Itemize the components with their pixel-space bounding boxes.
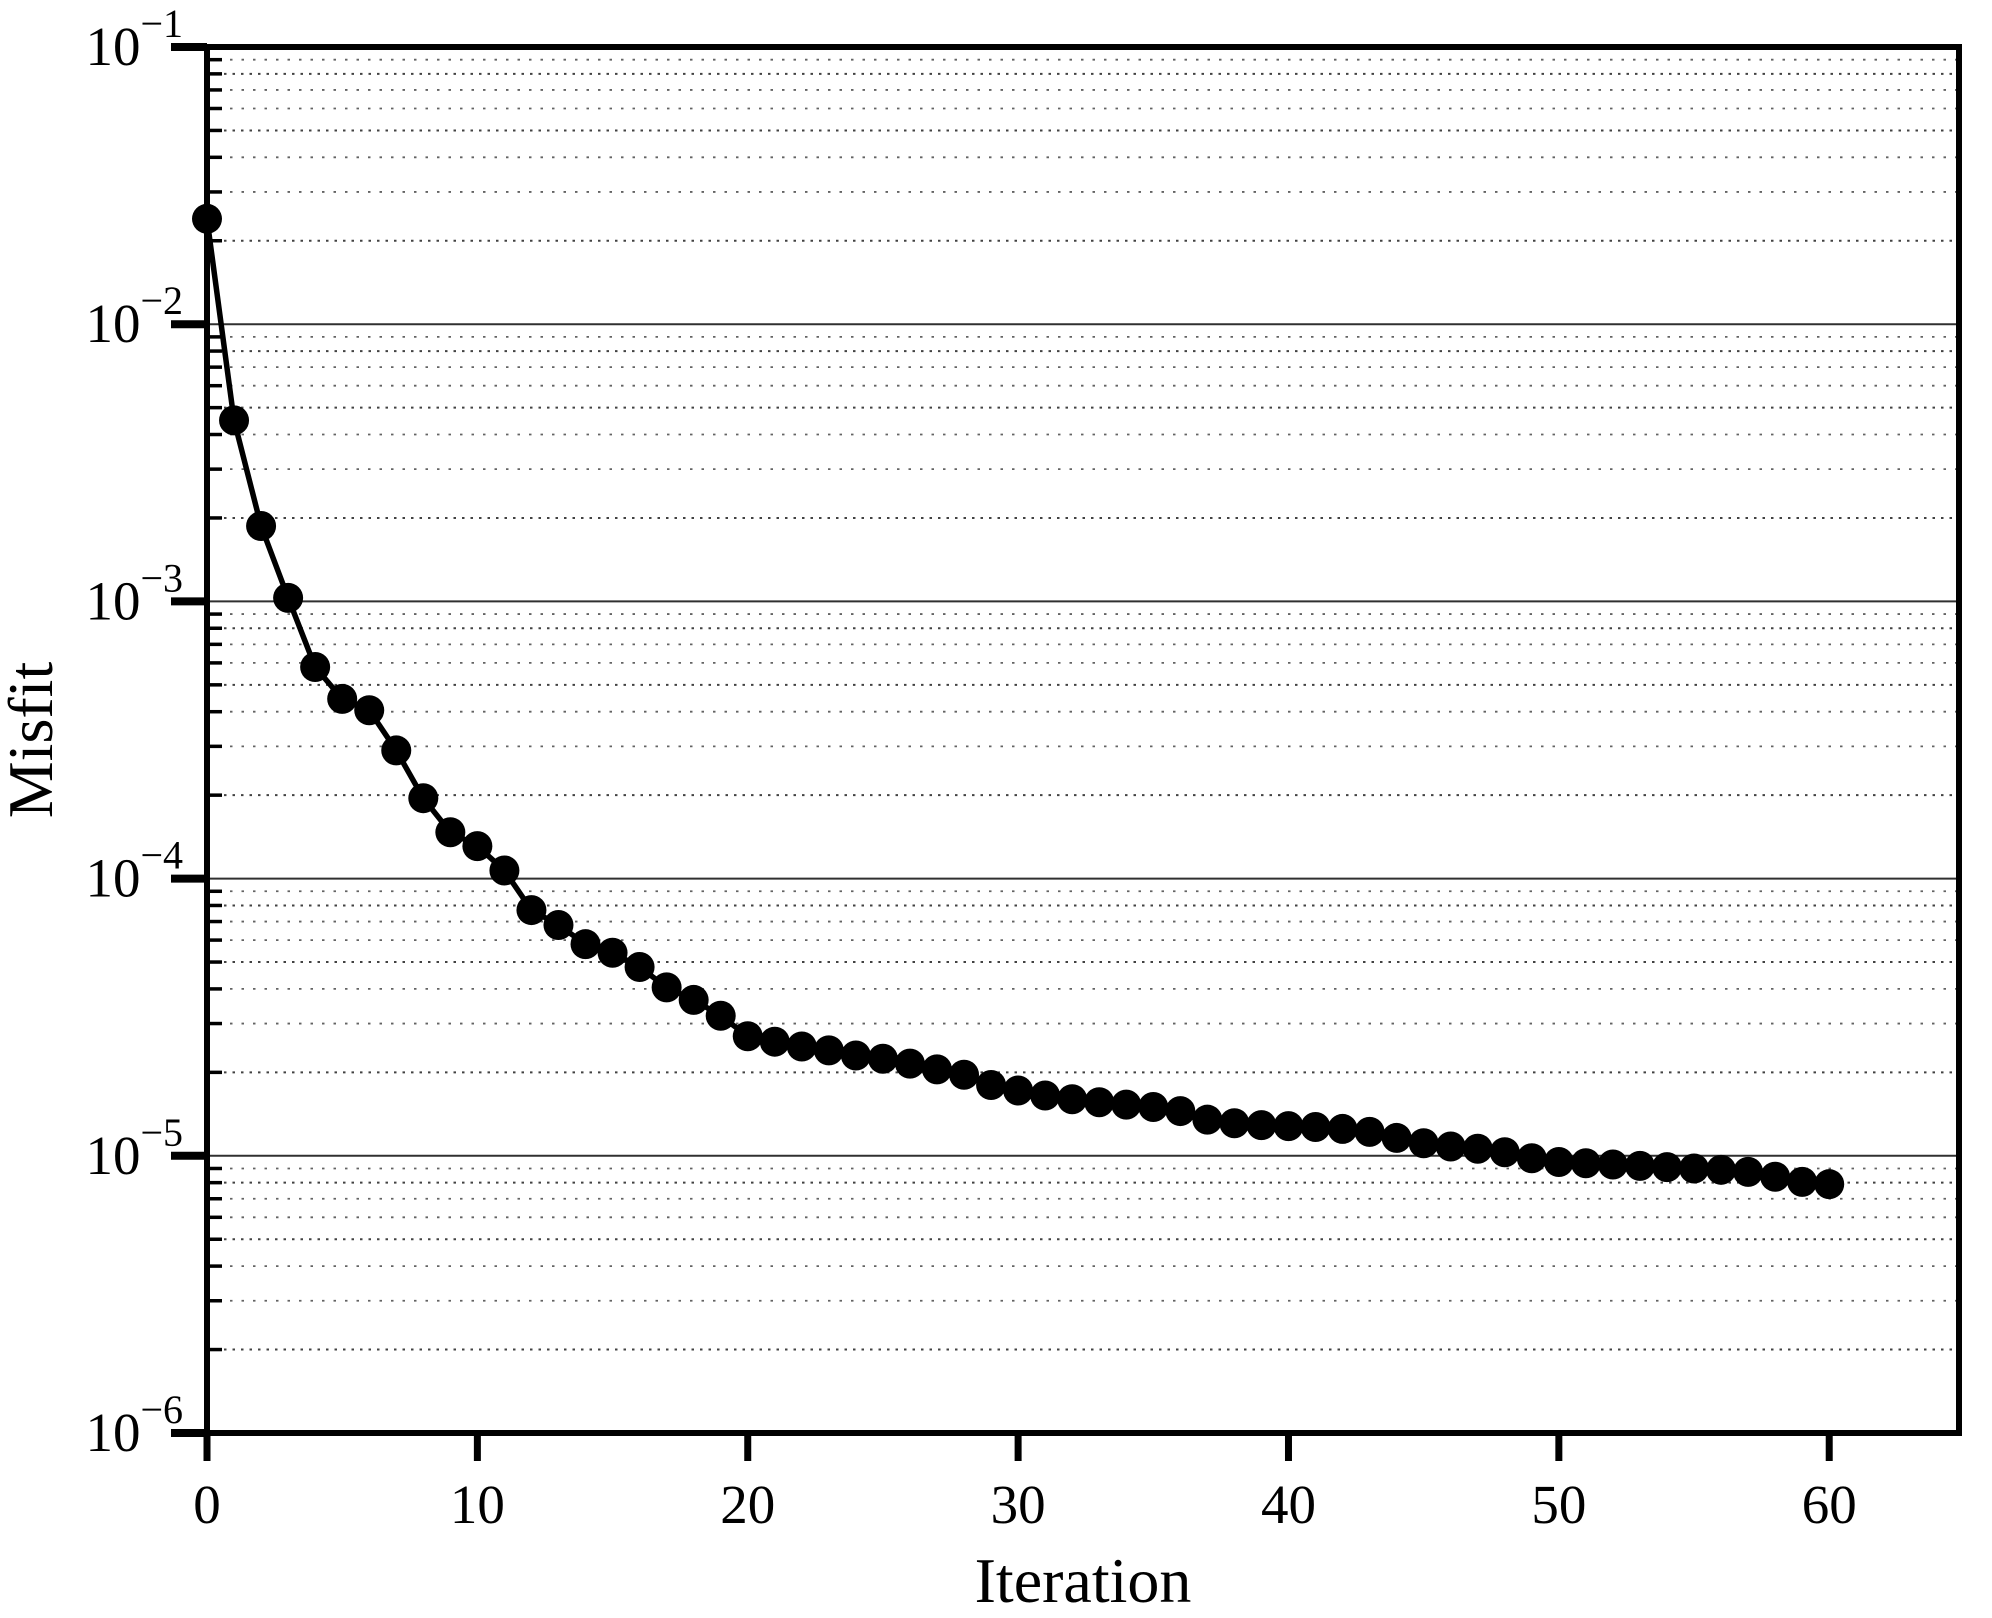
y-axis-title: Misfit — [0, 662, 66, 819]
data-point — [732, 1021, 763, 1052]
y-tick-label: 10−2 — [85, 278, 183, 354]
data-point — [381, 735, 412, 766]
data-point — [1057, 1084, 1088, 1115]
data-point — [1597, 1149, 1628, 1180]
data-point — [678, 984, 709, 1015]
x-tick-label: 40 — [1261, 1474, 1316, 1535]
tick-labels-group: 10−1 10−2 10−3 10−4 10−5 10−60 10 20 30 40 50 60 — [85, 1, 1856, 1535]
data-point — [1300, 1112, 1331, 1143]
data-point — [462, 831, 493, 862]
data-point — [1138, 1091, 1169, 1122]
data-point — [408, 783, 439, 814]
x-tick-label: 20 — [720, 1474, 775, 1535]
data-point — [1543, 1146, 1574, 1177]
y-tick-label: 10−1 — [85, 1, 183, 77]
data-point — [327, 683, 358, 714]
data-point — [1408, 1128, 1439, 1159]
data-point — [1760, 1161, 1791, 1192]
plot-frame — [204, 44, 1962, 1436]
data-point — [786, 1031, 817, 1062]
data-point — [1624, 1150, 1655, 1181]
data-point — [1570, 1148, 1601, 1179]
data-point — [246, 511, 277, 542]
data-point — [759, 1026, 790, 1057]
data-point — [1652, 1152, 1682, 1183]
y-tick-label: 10−4 — [85, 833, 183, 909]
data-point — [1003, 1075, 1034, 1106]
data-point — [516, 895, 547, 926]
data-point — [489, 855, 520, 886]
data-point — [1814, 1169, 1845, 1200]
data-point — [705, 1000, 736, 1031]
data-series-group — [192, 203, 1845, 1200]
gridlines-group — [207, 58, 1959, 1351]
x-tick-label: 30 — [991, 1474, 1046, 1535]
x-tick-label: 0 — [193, 1474, 221, 1535]
data-point — [192, 203, 222, 234]
data-point — [435, 817, 466, 848]
data-point — [976, 1070, 1007, 1101]
data-point — [1679, 1153, 1710, 1184]
data-point — [1787, 1166, 1818, 1197]
data-point — [354, 695, 385, 726]
data-point — [1516, 1143, 1547, 1174]
y-tick-label: 10−6 — [85, 1387, 183, 1463]
x-axis-title: Iteration — [975, 1545, 1192, 1616]
data-point — [1219, 1108, 1250, 1139]
x-tick-label: 60 — [1802, 1474, 1857, 1535]
data-point — [1489, 1137, 1520, 1168]
y-tick-label: 10−3 — [85, 555, 183, 631]
y-tick-label: 10−5 — [85, 1110, 183, 1186]
data-point — [273, 582, 304, 613]
data-point — [1273, 1111, 1304, 1142]
data-point — [570, 929, 601, 960]
data-point — [894, 1048, 925, 1079]
data-point — [1192, 1104, 1223, 1135]
data-point — [1733, 1156, 1764, 1187]
data-point — [1354, 1116, 1385, 1147]
data-point — [949, 1059, 980, 1090]
x-tick-label: 50 — [1531, 1474, 1586, 1535]
data-point — [543, 910, 574, 941]
data-point — [1084, 1087, 1115, 1118]
data-point — [219, 405, 250, 436]
data-point — [1111, 1089, 1142, 1120]
data-point — [1165, 1096, 1196, 1127]
data-point — [1435, 1131, 1466, 1162]
data-point — [651, 972, 682, 1003]
data-point — [624, 951, 655, 982]
data-point — [300, 651, 331, 682]
data-point — [922, 1054, 952, 1085]
data-point — [1246, 1110, 1277, 1141]
data-series-line — [204, 218, 1830, 1187]
data-point — [840, 1040, 871, 1071]
data-point — [1327, 1113, 1358, 1144]
data-point — [1030, 1080, 1061, 1111]
data-point — [597, 937, 628, 968]
data-point — [867, 1043, 898, 1074]
data-point — [1706, 1154, 1737, 1185]
data-point — [1462, 1133, 1493, 1164]
data-point — [1381, 1122, 1412, 1153]
data-point — [813, 1035, 844, 1066]
axis-ticks-group — [171, 43, 1833, 1461]
x-tick-label: 10 — [450, 1474, 505, 1535]
